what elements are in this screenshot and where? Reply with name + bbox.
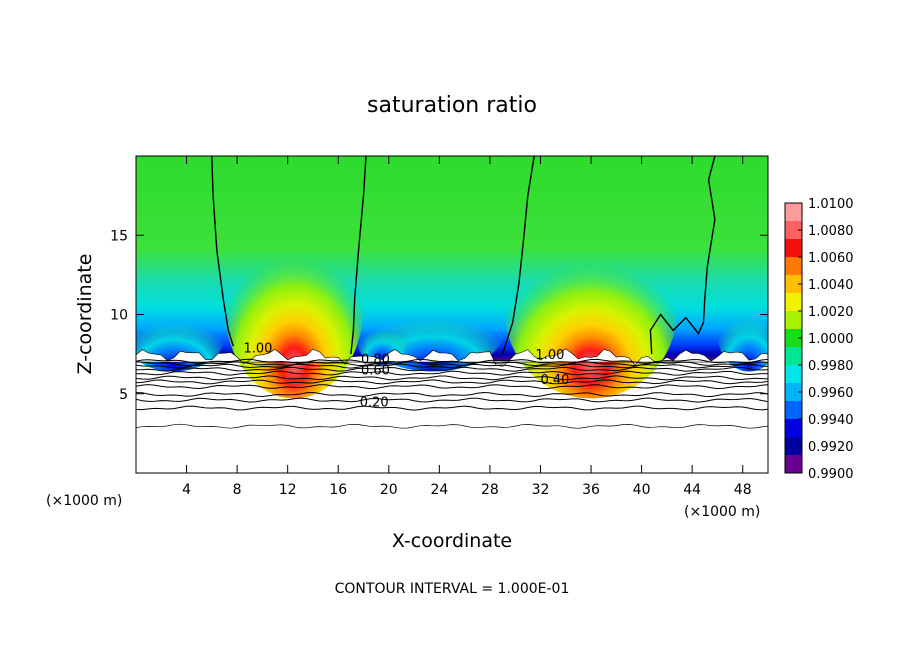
contour-interval-note: CONTOUR INTERVAL = 1.000E-01 xyxy=(335,581,570,597)
colorbar-label: 1.0080 xyxy=(808,224,854,239)
lower-contour-6 xyxy=(136,379,768,385)
s-ratio-contour-0 xyxy=(211,156,234,347)
colorbar-swatch xyxy=(785,275,802,294)
lower-contour-10 xyxy=(136,405,768,411)
chart-title: saturation ratio xyxy=(367,93,537,118)
contour-label-5: 0.20 xyxy=(360,395,389,410)
colorbar-label: 0.9940 xyxy=(808,413,854,428)
y-axis: 5 10 15 xyxy=(110,228,768,403)
cloud-base-boundary xyxy=(136,348,768,367)
colorbar-label: 1.0040 xyxy=(808,278,854,293)
colorbar-swatch xyxy=(785,419,802,438)
colorbar: 1.0100 1.0080 1.0060 1.0040 1.0020 1.0000 0.99… xyxy=(784,197,854,482)
colorbar-swatch xyxy=(785,257,802,276)
contour-label-2: 0.60 xyxy=(361,364,390,379)
s-ratio-contour-1 xyxy=(350,156,367,355)
x-tick-label: 36 xyxy=(582,482,600,498)
colorbar-swatch xyxy=(785,383,802,402)
cool-zone-0 xyxy=(136,301,225,372)
x-axis-title: X-coordinate xyxy=(392,530,512,552)
colorbar-label: 1.0060 xyxy=(808,251,854,266)
lower-contour-2 xyxy=(136,363,768,369)
x-tick-label: 8 xyxy=(233,482,242,498)
x-tick-label: 4 xyxy=(182,482,191,498)
colorbar-label: 0.9980 xyxy=(808,359,854,374)
x-unit-label-right: (×1000 m) xyxy=(684,504,760,520)
y-tick-label: 10 xyxy=(110,308,128,324)
x-tick-label: 20 xyxy=(380,482,398,498)
s-ratio-one-contours xyxy=(211,156,716,355)
x-tick-label: 32 xyxy=(532,482,550,498)
colorbar-swatch xyxy=(785,437,802,456)
cool-zone-2 xyxy=(717,295,768,372)
colorbar-swatch xyxy=(785,329,802,348)
supersaturated-zones xyxy=(224,214,677,399)
lower-contour-3 xyxy=(136,366,768,372)
s-ratio-contour-2 xyxy=(501,156,535,355)
contour-labels: 1.00 0.800.60 1.00 0.40 0.20 xyxy=(243,342,569,411)
colorbar-label: 0.9960 xyxy=(808,386,854,401)
colorbar-swatch xyxy=(785,401,802,420)
x-tick-label: 44 xyxy=(683,482,701,498)
lower-contour-11 xyxy=(136,423,768,429)
x-tick-label: 28 xyxy=(481,482,499,498)
contour-label-3: 1.00 xyxy=(535,348,564,363)
lower-contour-7 xyxy=(136,384,768,390)
lower-contours xyxy=(136,358,768,429)
y-axis-title: Z-coordinate xyxy=(74,254,96,375)
lower-contour-1 xyxy=(136,361,768,367)
contour-label-4: 0.40 xyxy=(540,373,569,388)
colorbar-label: 1.0000 xyxy=(808,332,854,347)
colorbar-swatch xyxy=(785,347,802,366)
colorbar-swatch xyxy=(785,239,802,258)
colorbar-label: 1.0020 xyxy=(808,305,854,320)
x-unit-label-left: (×1000 m) xyxy=(46,493,122,509)
warm-zone-1 xyxy=(505,224,677,399)
colorbar-swatch xyxy=(785,221,802,240)
lower-contour-9 xyxy=(136,397,768,403)
colorbar-swatch xyxy=(785,203,802,222)
colorbar-swatch xyxy=(785,455,802,474)
colorbar-swatch xyxy=(785,311,802,330)
x-tick-label: 48 xyxy=(734,482,752,498)
y-tick-label: 15 xyxy=(110,228,128,244)
colorbar-label: 0.9900 xyxy=(808,467,854,482)
colorbar-label: 1.0100 xyxy=(808,197,854,212)
warm-zone-0 xyxy=(224,214,364,399)
x-axis: 4 8 12 16 20 24 28 32 36 40 44 48 xyxy=(182,156,752,498)
colorbar-label: 0.9920 xyxy=(808,440,854,455)
x-tick-label: 16 xyxy=(329,482,347,498)
lower-contour-5 xyxy=(136,375,768,381)
s-ratio-contour-3 xyxy=(649,156,716,355)
contour-label-0: 1.00 xyxy=(243,342,272,357)
x-tick-label: 12 xyxy=(279,482,297,498)
x-tick-label: 40 xyxy=(633,482,651,498)
y-tick-label: 5 xyxy=(119,387,128,403)
lower-contour-8 xyxy=(136,391,768,398)
lower-contour-0 xyxy=(136,358,768,364)
lower-contour-4 xyxy=(136,370,768,376)
colorbar-swatch xyxy=(785,365,802,384)
plot-area: 1.00 0.800.60 1.00 0.40 0.20 xyxy=(136,156,768,429)
contour-label-1: 0.80 xyxy=(361,353,390,368)
colorbar-swatch xyxy=(785,293,802,312)
x-tick-label: 24 xyxy=(430,482,448,498)
